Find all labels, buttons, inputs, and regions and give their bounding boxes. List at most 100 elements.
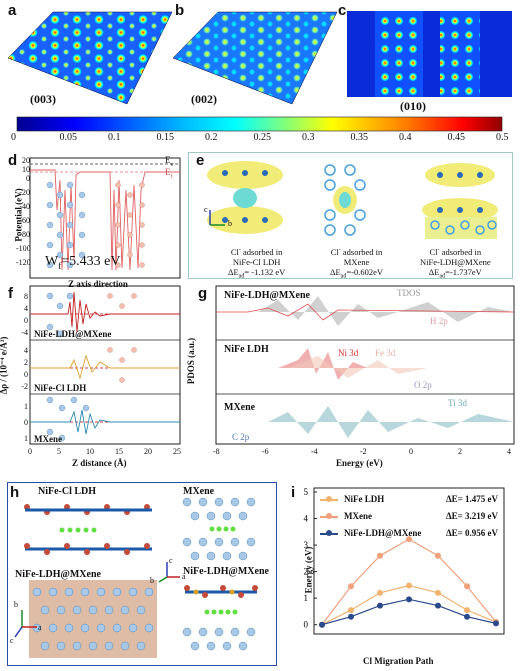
f-ytick: -2 [21,382,28,391]
panel-label-g: g [198,285,208,302]
i-series-point [348,607,354,614]
f-sublabel-3: MXene [34,434,62,444]
h-axis1-a: a [38,623,42,632]
colorbar-tick: 0.1 [108,132,121,143]
e-axis-c: c [204,205,208,214]
i-series-point [493,620,499,627]
f-xtick: 15 [115,447,123,456]
i-series-point [464,583,470,590]
g-xtick: 0 [409,447,413,456]
i-ytick: 5 [304,487,309,497]
panel-g-plot [215,285,515,445]
g-sublabel-1: NiFe-LDH@MXene [224,290,310,301]
f-xlabel: Z distance (Å) [72,458,127,468]
i-series-point [377,602,383,609]
e-caption: Cl- adsorbed in NiFe-LDH@MXene ΔEad=-1.737… [420,246,491,280]
d-xlabel: Z axis direction [68,279,128,289]
f-xtick: 10 [86,447,94,456]
i-frame [313,487,505,635]
colorbar-tick: 0.4 [399,132,412,143]
i-legend-delta: ΔE= 0.956 eV [446,528,499,538]
f-ytick: 2 [24,358,28,367]
panel-i-plot: 0 1 2 3 4 5 [304,487,505,635]
d-ytick: 10 [22,165,30,174]
panel-d-plot [29,157,181,279]
panel-label-f: f [8,285,13,302]
d-ef-label: Ef [165,167,173,180]
g-sublabel-3: MXene [224,402,256,413]
panel-label-d: d [8,152,18,169]
e-axis-b: b [228,219,232,228]
i-series-point [406,536,412,543]
colorbar-tick: 0.2 [205,132,218,143]
d-ytick: 20 [22,156,30,165]
panel-f-plot [29,285,181,445]
f-ytick: 8 [24,292,28,301]
i-series-point [319,621,325,628]
panel-h-frame [7,482,277,666]
colorbar-tick: 0.45 [447,132,466,143]
i-legend-label: NiFe-LDH@MXene [344,528,422,538]
h-title-1: NiFe-Cl LDH [38,486,97,497]
i-legend-delta: ΔE= 1.475 eV [446,494,499,504]
h-axis2-b: b [150,576,154,585]
i-ytick: 1 [304,593,309,603]
d-ytick: -120 [16,258,31,267]
d-ytick: -100 [16,244,31,253]
h-axis1-c: c [10,636,14,645]
colorbar-tick: 0.15 [156,132,175,143]
g-o2p-label: O 2p [414,380,432,390]
i-legend-marker [326,530,332,536]
g-xtick: -6 [262,447,269,456]
i-legend-marker [326,496,332,502]
colorbar-tick: 0.35 [350,132,369,143]
f-ytick: 1 [24,402,28,411]
plane-label-002: (002) [191,92,217,106]
i-legend-label: NiFe LDH [344,494,385,504]
d-ytick: 0 [26,174,30,183]
i-ylabel: Energy (eV) [303,546,314,594]
g-xtick: -8 [213,447,220,456]
panel-label-i: i [291,484,296,501]
f-ytick: 4 [24,304,28,313]
g-ti3d-label: Ti 3d [448,398,467,408]
e-caption: Cl- adsorbed in MXene ΔEad=-0.602eV [330,246,384,280]
d-ytick: -60 [19,216,30,225]
f-ytick: 0 [24,316,28,325]
h-axis2-a: a [182,572,186,581]
panel-h-structures [14,497,258,658]
colorbar [16,116,503,132]
i-xlabel: Cl Migration Path [363,656,434,666]
f-xtick: 0 [28,447,32,456]
panel-e-frame [188,152,513,279]
i-series-point [348,583,354,590]
i-ytick: 3 [304,540,309,550]
charge-density-maps [7,11,512,105]
f-sublabel-2: NiFe-Cl LDH [34,383,87,393]
plane-label-003: (003) [30,92,56,106]
i-ytick: 2 [304,567,309,577]
i-series-point [406,582,412,589]
i-series-line [321,584,497,626]
d-ytick: -20 [19,188,30,197]
f-ytick: 0 [24,418,28,427]
i-legend-delta: ΔE= 3.219 eV [446,511,499,521]
g-fe3d-label: Fe 3d [375,348,396,358]
i-ytick: 4 [304,514,309,524]
g-h2p-label: H 2p [430,316,448,326]
i-series-point [435,602,441,609]
f-sublabel-1: NiFe-LDH@MXene [34,329,112,339]
g-sublabel-2: NiFe LDH [224,344,269,355]
i-series-point [406,596,412,603]
h-title-4: NiFe-LDH@MXene [183,566,269,577]
i-legend-marker [326,513,332,519]
h-axis2-c: c [169,556,173,565]
panel-label-b: b [175,2,185,19]
h-axis1-b: b [14,600,18,609]
g-xtick: -4 [311,447,318,456]
g-ni3d-label: Ni 3d [338,348,359,358]
f-ytick: 0 [24,370,28,379]
colorbar-tick: 0.05 [59,132,78,143]
f-xtick: 20 [144,447,152,456]
f-ylabel: Δρ / (10⁻⁴ e/Å³) [0,336,9,395]
